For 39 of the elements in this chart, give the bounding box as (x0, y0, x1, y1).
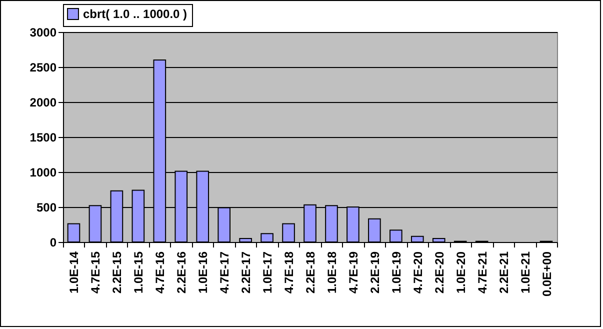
x-tick-label: 4.7E-15 (88, 251, 103, 294)
y-tick-label: 2000 (30, 96, 57, 110)
bar (282, 223, 295, 242)
bar (239, 238, 252, 242)
y-tick-label: 1500 (30, 130, 57, 144)
x-tick-label: 4.7E-20 (410, 251, 425, 294)
x-tick-label: 4.7E-19 (346, 251, 360, 294)
x-tick-label: 2.2E-19 (368, 251, 382, 294)
x-tick-label: 4.7E-21 (475, 251, 490, 294)
bar (432, 238, 446, 242)
x-tick-label: 0.0E+00 (540, 251, 554, 297)
bar (368, 218, 381, 242)
x-tick-label: 1.0E-15 (132, 251, 146, 294)
x-tick-label: 1.0E-18 (324, 251, 339, 294)
x-tick-label: 4.7E-17 (218, 251, 232, 294)
x-tick-label: 1.0E-20 (454, 251, 468, 294)
y-tick-label: 500 (36, 200, 57, 214)
bar (260, 233, 274, 242)
y-tick-label: 2500 (30, 60, 57, 74)
x-tick-label: 2.2E-21 (496, 251, 511, 294)
x-tick-label: 1.0E-16 (196, 251, 210, 294)
y-tick-label: 0 (50, 236, 57, 250)
x-tick-label: 1.0E-17 (260, 251, 275, 294)
y-tick-label: 3000 (30, 26, 57, 40)
x-tick-label: 1.0E-14 (67, 251, 82, 294)
x-tick-label: 2.2E-18 (304, 251, 318, 294)
x-tick-label: 2.2E-17 (239, 251, 254, 294)
x-tick-label: 2.2E-16 (174, 251, 189, 294)
x-tick-label: 4.7E-16 (153, 251, 168, 294)
y-tick-label: 1000 (30, 166, 57, 180)
bar (67, 223, 80, 242)
x-tick-label: 2.2E-20 (432, 251, 446, 294)
x-tick-label: 2.2E-15 (110, 251, 124, 294)
x-tick-label: 1.0E-21 (518, 251, 532, 294)
x-tick-label: 1.0E-19 (389, 251, 404, 294)
x-tick-label: 4.7E-18 (282, 251, 296, 294)
bar (410, 236, 424, 242)
bar (390, 230, 402, 242)
legend-label: cbrt( 1.0 .. 1000.0 ) (83, 7, 188, 21)
